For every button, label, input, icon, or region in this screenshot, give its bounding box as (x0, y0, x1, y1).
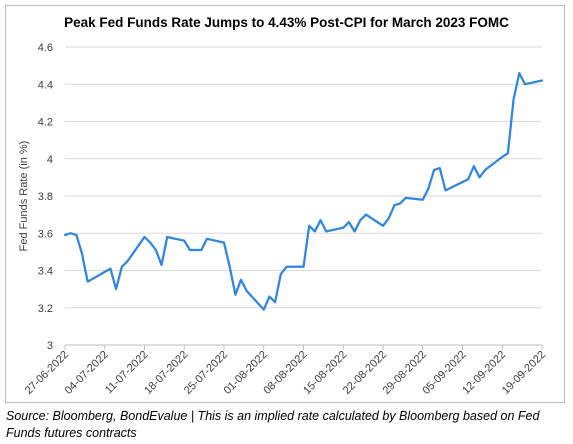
data-point (484, 169, 487, 171)
y-tick-label: 3.4 (38, 266, 53, 278)
data-point (143, 236, 146, 238)
data-point (121, 266, 123, 268)
data-point (75, 234, 78, 236)
data-point (109, 267, 112, 270)
data-point (274, 301, 276, 304)
data-point (541, 79, 543, 82)
data-point (155, 249, 157, 251)
data-point (64, 234, 66, 236)
x-axis-ticks: 27-06-202204-07-202211-07-202218-07-2022… (23, 345, 548, 397)
y-axis-ticks: 3 3.2 3.4 3.6 3.8 4 4.2 4.4 4.6 (38, 42, 53, 352)
data-point (501, 156, 504, 158)
data-point (206, 238, 208, 240)
data-point (314, 230, 316, 233)
data-point (512, 98, 515, 100)
data-point (268, 295, 271, 298)
data-point (126, 260, 129, 263)
data-point (439, 167, 441, 169)
data-point (86, 280, 89, 283)
data-point (194, 249, 197, 251)
y-tick-label: 3.6 (38, 228, 53, 240)
data-point (69, 232, 72, 234)
data-point (365, 213, 367, 216)
data-point (280, 273, 282, 276)
data-point (342, 226, 345, 229)
data-point (524, 83, 526, 85)
data-point (473, 165, 475, 167)
data-point (422, 198, 424, 201)
y-tick-label: 3.8 (38, 191, 53, 203)
data-point (319, 219, 322, 221)
data-point (308, 225, 311, 227)
data-point (507, 152, 509, 154)
data-point (81, 252, 83, 255)
data-point (444, 189, 447, 192)
data-point (427, 187, 430, 190)
line-chart: 3 3.2 3.4 3.6 3.8 4 4.2 4.4 4.6 27-06-202204-07-… (18, 42, 548, 397)
data-point (183, 239, 186, 242)
data-point (234, 293, 237, 296)
y-axis-label: Fed Funds Rate (in %) (18, 141, 30, 252)
data-point (387, 217, 390, 220)
data-point (348, 221, 350, 223)
data-point (245, 290, 248, 292)
data-point (399, 202, 401, 205)
y-tick-label: 4 (47, 154, 53, 166)
data-point (382, 225, 384, 227)
y-tick-label: 4.2 (38, 117, 53, 129)
data-point (200, 249, 203, 251)
data-point (433, 169, 435, 171)
data-point (518, 72, 521, 74)
data-point (166, 236, 168, 238)
chart-frame (5, 5, 565, 403)
data-point (393, 204, 396, 207)
y-tick-label: 3.2 (38, 303, 53, 315)
series-line-fed-funds-rate (63, 71, 544, 311)
data-point (160, 264, 163, 266)
chart-title: Peak Fed Funds Rate Jumps to 4.43% Post-… (64, 15, 509, 30)
data-point (359, 219, 362, 221)
data-point (149, 241, 151, 244)
data-point (285, 266, 288, 268)
y-tick-label: 3 (47, 340, 53, 352)
data-point (240, 279, 242, 281)
data-points (64, 72, 543, 311)
data-point (263, 308, 265, 311)
gridlines (65, 46, 542, 309)
y-tick-label: 4.6 (38, 42, 53, 54)
data-point (353, 230, 356, 233)
data-point (115, 288, 117, 290)
data-point (325, 230, 328, 233)
y-tick-label: 4.4 (38, 79, 53, 91)
data-point (223, 241, 225, 244)
data-point (478, 176, 481, 179)
data-point (404, 197, 407, 199)
data-point (302, 266, 305, 268)
data-point (189, 249, 191, 251)
source-note: Source: Bloomberg, BondEvalue | This is … (6, 409, 540, 440)
data-point (228, 266, 231, 268)
data-point (467, 178, 470, 180)
